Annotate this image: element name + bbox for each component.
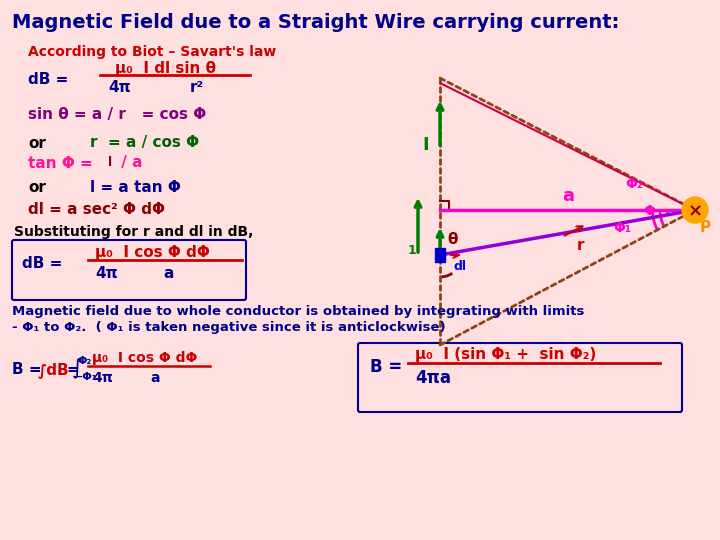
Text: ∫dB: ∫dB [38, 362, 70, 378]
Text: μ₀  I cos Φ dΦ: μ₀ I cos Φ dΦ [95, 246, 210, 260]
Text: =: = [66, 362, 78, 377]
Text: dl: dl [453, 260, 466, 273]
Text: 4π: 4π [92, 371, 113, 385]
Text: Magnetic Field due to a Straight Wire carrying current:: Magnetic Field due to a Straight Wire ca… [12, 12, 619, 31]
Bar [435, 248, 445, 262]
Text: I: I [422, 136, 428, 154]
Text: B =: B = [370, 358, 402, 376]
Text: Φ₁: Φ₁ [613, 221, 631, 235]
Text: μ₀  I cos Φ dΦ: μ₀ I cos Φ dΦ [92, 351, 197, 365]
Text: 4π: 4π [95, 267, 117, 281]
Text: a: a [562, 187, 574, 205]
Text: a: a [163, 267, 174, 281]
Text: Φ₂: Φ₂ [625, 177, 643, 191]
Text: μ₀  I (sin Φ₁ +  sin Φ₂): μ₀ I (sin Φ₁ + sin Φ₂) [415, 348, 596, 362]
Text: dl = a sec² Φ dΦ: dl = a sec² Φ dΦ [28, 202, 165, 218]
Text: Φ₂: Φ₂ [78, 356, 92, 366]
Text: According to Biot – Savart's law: According to Biot – Savart's law [28, 45, 276, 59]
Text: / a: / a [116, 156, 143, 171]
Text: sin θ = a / r   = cos Φ: sin θ = a / r = cos Φ [28, 107, 206, 123]
Text: dB =: dB = [28, 72, 68, 87]
Text: or: or [28, 180, 46, 195]
Text: Magnetic field due to whole conductor is obtained by integrating with limits: Magnetic field due to whole conductor is… [12, 306, 585, 319]
Text: r  = a / cos Φ: r = a / cos Φ [90, 136, 199, 151]
Text: Substituting for r and dl in dB,: Substituting for r and dl in dB, [14, 225, 253, 239]
Text: P: P [700, 220, 711, 235]
Text: −Φ₁: −Φ₁ [74, 372, 98, 382]
FancyBboxPatch shape [358, 343, 682, 412]
Text: 4πa: 4πa [415, 369, 451, 387]
Text: tan Φ =: tan Φ = [28, 156, 98, 171]
Text: or: or [28, 136, 46, 151]
Text: - Φ₁ to Φ₂.  ( Φ₁ is taken negative since it is anticlockwise): - Φ₁ to Φ₂. ( Φ₁ is taken negative since… [12, 321, 446, 334]
Text: dB =: dB = [22, 256, 63, 272]
Text: ×: × [688, 202, 703, 220]
Text: 4π: 4π [108, 80, 130, 96]
Text: 1: 1 [408, 244, 417, 256]
Text: Φ: Φ [643, 204, 655, 218]
Text: l = a tan Φ: l = a tan Φ [90, 180, 181, 195]
Text: B =: B = [12, 362, 47, 377]
Text: r: r [577, 239, 585, 253]
Text: θ: θ [447, 233, 457, 247]
Text: μ₀  I dl sin θ: μ₀ I dl sin θ [115, 60, 216, 76]
Text: a: a [150, 371, 160, 385]
Circle shape [682, 197, 708, 223]
Text: ∫: ∫ [72, 357, 83, 378]
Text: r²: r² [190, 80, 204, 96]
FancyBboxPatch shape [12, 240, 246, 300]
Text: l: l [108, 157, 112, 170]
